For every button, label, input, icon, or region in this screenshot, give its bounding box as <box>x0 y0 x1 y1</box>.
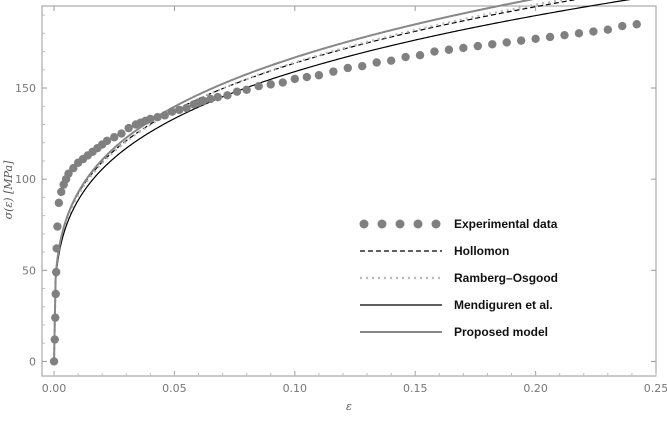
data-point <box>117 129 126 138</box>
data-point <box>54 198 64 208</box>
data-point <box>278 78 287 87</box>
data-point <box>444 45 454 54</box>
data-point <box>213 92 222 102</box>
data-point <box>531 34 540 44</box>
data-point <box>110 133 119 142</box>
series-line <box>53 0 631 362</box>
data-point <box>49 357 59 366</box>
x-axis-label: ε <box>346 400 352 413</box>
plot-frame <box>41 5 657 377</box>
data-point <box>574 29 584 38</box>
x-tick-label: 0.05 <box>162 382 187 395</box>
legend-label: Ramberg–Osgood <box>454 271 558 285</box>
data-point <box>430 47 439 56</box>
y-tick-label: 100 <box>15 173 36 186</box>
data-point <box>488 40 497 49</box>
legend-label: Mendiguren et al. <box>454 298 553 312</box>
legend-marker <box>359 219 369 229</box>
data-point <box>223 91 232 100</box>
data-point <box>52 244 61 253</box>
data-point <box>502 38 511 47</box>
legend-marker <box>377 219 387 229</box>
data-point <box>146 114 155 124</box>
legend-label: Proposed model <box>454 325 548 339</box>
legend-marker <box>395 219 405 229</box>
data-point <box>167 107 177 116</box>
legend-label: Experimental data <box>454 217 558 231</box>
data-point <box>51 313 60 322</box>
data-point <box>206 94 215 104</box>
y-axis-ticks: 0 50 100 150 <box>15 14 656 368</box>
data-point <box>459 43 468 53</box>
data-point <box>52 267 61 277</box>
x-tick-label: 0.20 <box>523 382 548 395</box>
series-line <box>52 0 568 362</box>
y-tick-label: 50 <box>22 264 36 277</box>
data-point <box>232 87 242 96</box>
data-point <box>545 32 555 42</box>
data-point <box>160 111 169 120</box>
data-point <box>473 41 483 51</box>
legend-marker <box>413 219 423 229</box>
y-tick-label: 0 <box>29 355 36 368</box>
x-tick-label: 0.15 <box>403 382 428 395</box>
data-point <box>603 25 613 34</box>
x-tick-label: 0.10 <box>283 382 308 395</box>
data-point <box>153 112 162 122</box>
data-point <box>618 21 627 31</box>
data-point <box>632 20 641 29</box>
data-point <box>314 71 324 80</box>
data-point <box>64 169 73 178</box>
data-point <box>290 74 300 84</box>
legend-marker <box>431 219 441 229</box>
data-point <box>242 85 251 95</box>
legend: Experimental data Hollomon Ramberg–Osgood M… <box>359 217 558 339</box>
experimental-markers <box>49 20 641 366</box>
data-point <box>266 80 275 89</box>
series-line <box>53 0 535 362</box>
data-point <box>53 222 62 231</box>
data-point <box>51 289 60 299</box>
x-tick-label: 0.00 <box>42 382 67 395</box>
x-tick-label: 0.25 <box>644 382 667 395</box>
data-point <box>69 164 78 173</box>
data-point <box>589 27 598 36</box>
data-point <box>329 67 338 76</box>
data-point <box>102 136 112 146</box>
data-point <box>57 187 66 197</box>
data-point <box>372 58 381 67</box>
data-point <box>254 81 263 91</box>
model-curves <box>52 0 631 362</box>
data-point <box>358 61 367 71</box>
data-point <box>415 51 425 60</box>
data-point <box>516 36 526 45</box>
data-point <box>401 52 410 62</box>
data-point <box>199 96 208 105</box>
y-axis-label: σ(ε) [MPa] <box>2 160 15 220</box>
data-point <box>302 72 312 82</box>
x-axis-ticks: 0.00 0.05 0.10 0.15 0.20 0.25 <box>42 6 667 395</box>
data-point <box>175 105 184 115</box>
legend-label: Hollomon <box>454 244 509 258</box>
data-point <box>343 63 352 73</box>
data-point <box>182 103 191 113</box>
data-point <box>560 30 569 40</box>
y-tick-label: 150 <box>15 82 36 95</box>
data-point <box>50 335 59 344</box>
data-point <box>386 56 396 65</box>
data-point <box>124 123 133 133</box>
